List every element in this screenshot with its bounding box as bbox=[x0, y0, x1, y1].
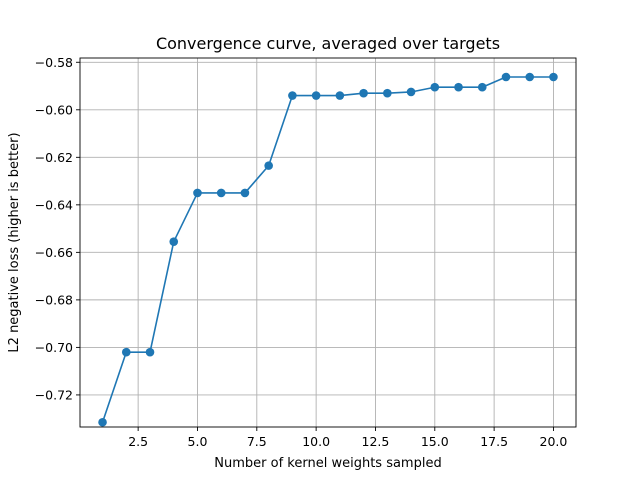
data-point bbox=[240, 188, 250, 198]
data-point bbox=[359, 88, 368, 98]
data-point bbox=[549, 72, 558, 82]
data-point bbox=[145, 347, 155, 357]
y-tick-label: −0.64 bbox=[35, 197, 73, 212]
y-tick-label: −0.70 bbox=[35, 340, 73, 355]
data-point bbox=[216, 188, 226, 198]
data-point bbox=[430, 82, 440, 92]
x-tick-label: 17.5 bbox=[480, 434, 508, 449]
x-tick-label: 12.5 bbox=[362, 434, 390, 449]
x-tick-label: 15.0 bbox=[421, 434, 449, 449]
ticks: 2.5 5.0 7.5 10.0 12.5 15.0 17.5 20.0 −0.72 −0.70 −… bbox=[35, 55, 568, 449]
data-point bbox=[121, 347, 131, 357]
data-point bbox=[193, 188, 202, 198]
data-point bbox=[169, 237, 179, 246]
x-tick-label: 7.5 bbox=[247, 434, 267, 449]
x-axis-label: Number of kernel weights sampled bbox=[214, 456, 441, 471]
y-axis-label: L2 negative loss (higher is better) bbox=[7, 132, 22, 352]
data-point bbox=[406, 87, 416, 97]
series-line bbox=[101, 76, 554, 423]
series bbox=[98, 72, 558, 427]
x-tick-label: 2.5 bbox=[128, 434, 148, 449]
grid bbox=[80, 58, 576, 427]
data-point bbox=[454, 82, 463, 92]
data-point bbox=[525, 72, 535, 82]
y-tick-label: −0.66 bbox=[35, 245, 73, 260]
x-tick-label: 5.0 bbox=[188, 434, 208, 449]
data-point bbox=[311, 91, 321, 100]
y-tick-label: −0.72 bbox=[35, 387, 73, 402]
x-tick-label: 10.0 bbox=[302, 434, 330, 449]
data-point bbox=[288, 91, 297, 100]
data-point bbox=[335, 91, 345, 100]
axes-frame bbox=[79, 57, 577, 428]
x-tick-label: 20.0 bbox=[540, 434, 568, 449]
y-tick-label: −0.58 bbox=[35, 55, 73, 70]
data-point bbox=[477, 82, 487, 92]
data-point bbox=[383, 88, 392, 98]
chart-title: Convergence curve, averaged over targets bbox=[156, 34, 500, 53]
data-point bbox=[501, 72, 511, 82]
y-tick-label: −0.68 bbox=[35, 292, 73, 307]
y-tick-label: −0.60 bbox=[35, 102, 73, 117]
y-tick-label: −0.62 bbox=[35, 150, 73, 165]
data-point bbox=[264, 161, 273, 170]
data-point bbox=[98, 417, 107, 427]
